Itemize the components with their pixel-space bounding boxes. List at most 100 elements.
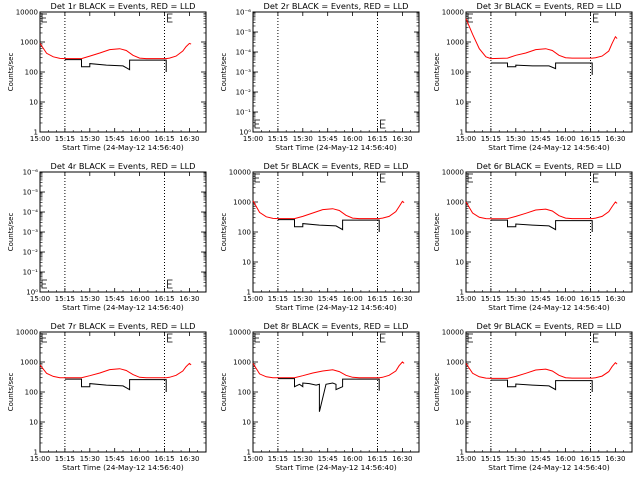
y-axis-label: Counts/sec xyxy=(7,213,15,252)
event-marker xyxy=(380,333,386,343)
event-marker xyxy=(167,279,173,289)
x-tick-label: 15:45 xyxy=(318,135,338,143)
x-tick-label: 15:30 xyxy=(80,135,100,143)
y-tick-label: 100 xyxy=(238,229,251,237)
x-tick-label: 15:15 xyxy=(481,135,501,143)
chart-title: Det 5r BLACK = Events, RED = LLD xyxy=(264,161,409,171)
x-tick-label: 15:00 xyxy=(243,135,263,143)
y-tick-label: 10⁻⁴ xyxy=(236,49,252,57)
x-tick-label: 15:45 xyxy=(531,295,551,303)
x-tick-label: 16:00 xyxy=(556,135,576,143)
events-series-line xyxy=(277,219,380,232)
y-axis-label: Counts/sec xyxy=(220,53,228,92)
x-axis-label: Start Time (24-May-12 14:56:40) xyxy=(62,463,184,472)
x-tick-label: 15:15 xyxy=(55,135,75,143)
x-tick-label: 15:45 xyxy=(531,455,551,463)
chart-panel-1: Det 1r BLACK = Events, RED = LLD 1 10 100 10… xyxy=(7,1,207,152)
x-tick-label: 15:30 xyxy=(506,295,526,303)
x-tick-label: 15:00 xyxy=(243,295,263,303)
x-axis-label: Start Time (24-May-12 14:56:40) xyxy=(62,143,184,152)
lld-series-line xyxy=(465,201,618,220)
x-tick-label: 15:45 xyxy=(531,135,551,143)
y-tick-label: 10⁻¹ xyxy=(23,269,39,277)
event-marker xyxy=(41,333,47,343)
events-series-line xyxy=(64,59,167,72)
chart-panel-7: Det 7r BLACK = Events, RED = LLD 1 10 100 10… xyxy=(7,321,207,472)
x-tick-label: 15:00 xyxy=(456,135,476,143)
y-tick-label: 10⁻¹ xyxy=(236,109,252,117)
event-marker xyxy=(167,13,173,23)
x-tick-label: 16:30 xyxy=(605,295,625,303)
y-tick-label: 10 xyxy=(455,419,464,427)
y-tick-label: 10⁻³ xyxy=(23,229,39,237)
x-tick-label: 15:30 xyxy=(506,135,526,143)
y-axis-label: Counts/sec xyxy=(433,53,441,92)
x-tick-label: 16:00 xyxy=(556,455,576,463)
chart-title: Det 7r BLACK = Events, RED = LLD xyxy=(51,321,196,331)
x-tick-label: 16:30 xyxy=(392,135,412,143)
y-tick-label: 1 xyxy=(34,449,38,457)
x-tick-label: 15:30 xyxy=(293,135,313,143)
event-marker xyxy=(593,173,599,183)
chart-panel-5: Det 5r BLACK = Events, RED = LLD 1 10 100 10… xyxy=(220,161,420,312)
y-tick-label: 1 xyxy=(460,289,464,297)
x-axis-label: Start Time (24-May-12 14:56:40) xyxy=(275,143,397,152)
y-tick-label: 10 xyxy=(242,259,251,267)
chart-panel-8: Det 8r BLACK = Events, RED = LLD 1 10 100 10… xyxy=(220,321,420,472)
x-tick-label: 16:15 xyxy=(580,455,600,463)
x-axis-label: Start Time (24-May-12 14:56:40) xyxy=(275,303,397,312)
x-tick-label: 15:00 xyxy=(456,455,476,463)
y-axis-label: Counts/sec xyxy=(220,213,228,252)
x-tick-label: 16:30 xyxy=(605,455,625,463)
event-marker xyxy=(254,119,260,129)
x-tick-label: 15:30 xyxy=(293,295,313,303)
y-tick-label: 100 xyxy=(25,389,38,397)
x-tick-label: 15:45 xyxy=(318,455,338,463)
chart-title: Det 4r BLACK = Events, RED = LLD xyxy=(51,161,196,171)
x-tick-label: 15:15 xyxy=(268,135,288,143)
chart-title: Det 1r BLACK = Events, RED = LLD xyxy=(51,1,196,11)
y-tick-label: 10⁰ xyxy=(239,129,251,137)
y-tick-label: 10⁻⁶ xyxy=(23,169,39,177)
x-tick-label: 16:30 xyxy=(179,455,199,463)
event-marker xyxy=(41,13,47,23)
x-tick-label: 16:30 xyxy=(605,135,625,143)
x-tick-label: 15:15 xyxy=(268,295,288,303)
x-tick-label: 15:00 xyxy=(30,135,50,143)
y-tick-label: 1 xyxy=(460,449,464,457)
events-series-line xyxy=(490,219,593,232)
y-tick-label: 10 xyxy=(455,99,464,107)
x-tick-label: 15:15 xyxy=(481,295,501,303)
x-tick-label: 16:30 xyxy=(179,295,199,303)
y-tick-label: 1 xyxy=(247,289,251,297)
x-tick-label: 16:30 xyxy=(392,295,412,303)
x-tick-label: 15:15 xyxy=(55,295,75,303)
event-marker xyxy=(467,333,473,343)
events-series-line xyxy=(64,378,167,392)
events-series-line xyxy=(277,378,380,412)
y-tick-label: 10⁻² xyxy=(23,249,39,257)
event-marker xyxy=(593,333,599,343)
x-tick-label: 16:15 xyxy=(154,135,174,143)
x-tick-label: 16:15 xyxy=(580,295,600,303)
y-tick-label: 1000 xyxy=(233,199,251,207)
x-tick-label: 15:15 xyxy=(55,455,75,463)
x-tick-label: 16:15 xyxy=(580,135,600,143)
x-tick-label: 16:00 xyxy=(556,295,576,303)
chart-title: Det 8r BLACK = Events, RED = LLD xyxy=(264,321,409,331)
y-tick-label: 10000 xyxy=(16,329,38,337)
x-tick-label: 15:00 xyxy=(30,455,50,463)
y-tick-label: 1 xyxy=(247,449,251,457)
y-tick-label: 10000 xyxy=(229,329,251,337)
event-marker xyxy=(254,333,260,343)
y-tick-label: 1 xyxy=(34,129,38,137)
y-tick-label: 1000 xyxy=(233,359,251,367)
y-tick-label: 100 xyxy=(451,69,464,77)
x-tick-label: 15:30 xyxy=(293,455,313,463)
chart-panel-6: Det 6r BLACK = Events, RED = LLD 1 10 100 10… xyxy=(433,161,633,312)
chart-title: Det 3r BLACK = Events, RED = LLD xyxy=(477,1,622,11)
event-marker xyxy=(41,279,47,289)
y-tick-label: 10 xyxy=(242,419,251,427)
x-tick-label: 15:30 xyxy=(80,295,100,303)
